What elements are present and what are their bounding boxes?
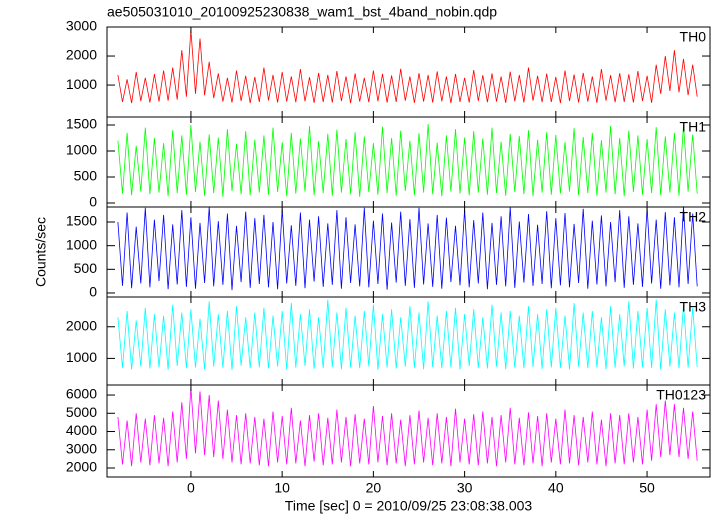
x-tick-label: 0 bbox=[187, 480, 195, 496]
y-tick-label: 500 bbox=[74, 168, 98, 184]
y-tick-label: 1000 bbox=[66, 142, 97, 158]
y-tick-label: 2000 bbox=[66, 317, 97, 333]
x-tick-label: 10 bbox=[274, 480, 290, 496]
panel-frame bbox=[106, 296, 711, 386]
light-curve bbox=[117, 206, 698, 291]
x-tick-label: 20 bbox=[366, 480, 382, 496]
y-tick-label: 3000 bbox=[66, 440, 97, 456]
y-tick-label: 2000 bbox=[66, 47, 97, 63]
light-curve bbox=[117, 123, 698, 197]
panel-frame bbox=[106, 116, 711, 208]
band-label: TH3 bbox=[680, 299, 707, 315]
y-tick-label: 4000 bbox=[66, 422, 97, 438]
band-label: TH2 bbox=[680, 209, 707, 225]
light-curve bbox=[117, 29, 698, 104]
y-tick-label: 0 bbox=[89, 194, 97, 210]
y-tick-label: 1000 bbox=[66, 236, 97, 252]
y-tick-label: 1000 bbox=[66, 349, 97, 365]
panel-frame bbox=[106, 206, 711, 298]
band-label: TH1 bbox=[680, 119, 707, 135]
x-axis-label: Time [sec] 0 = 2010/09/25 23:08:38.003 bbox=[285, 498, 533, 514]
y-tick-label: 1500 bbox=[66, 116, 97, 132]
y-tick-label: 5000 bbox=[66, 404, 97, 420]
x-tick-label: 30 bbox=[457, 480, 473, 496]
y-axis-label: Counts/sec bbox=[33, 217, 49, 287]
y-tick-label: 1000 bbox=[66, 76, 97, 92]
y-tick-label: 2000 bbox=[66, 459, 97, 475]
light-curve bbox=[117, 299, 698, 371]
x-tick-label: 50 bbox=[639, 480, 655, 496]
band-label: TH0 bbox=[680, 29, 707, 45]
light-curve bbox=[117, 387, 698, 467]
chart-title: ae505031010_20100925230838_wam1_bst_4ban… bbox=[107, 4, 497, 20]
band-label: TH0123 bbox=[656, 387, 706, 403]
y-tick-label: 6000 bbox=[66, 386, 97, 402]
x-tick-label: 40 bbox=[548, 480, 564, 496]
y-tick-label: 1500 bbox=[66, 213, 97, 229]
y-tick-label: 3000 bbox=[66, 18, 97, 34]
y-tick-label: 500 bbox=[74, 260, 98, 276]
panel-frame bbox=[106, 384, 711, 478]
y-tick-label: 0 bbox=[89, 284, 97, 300]
